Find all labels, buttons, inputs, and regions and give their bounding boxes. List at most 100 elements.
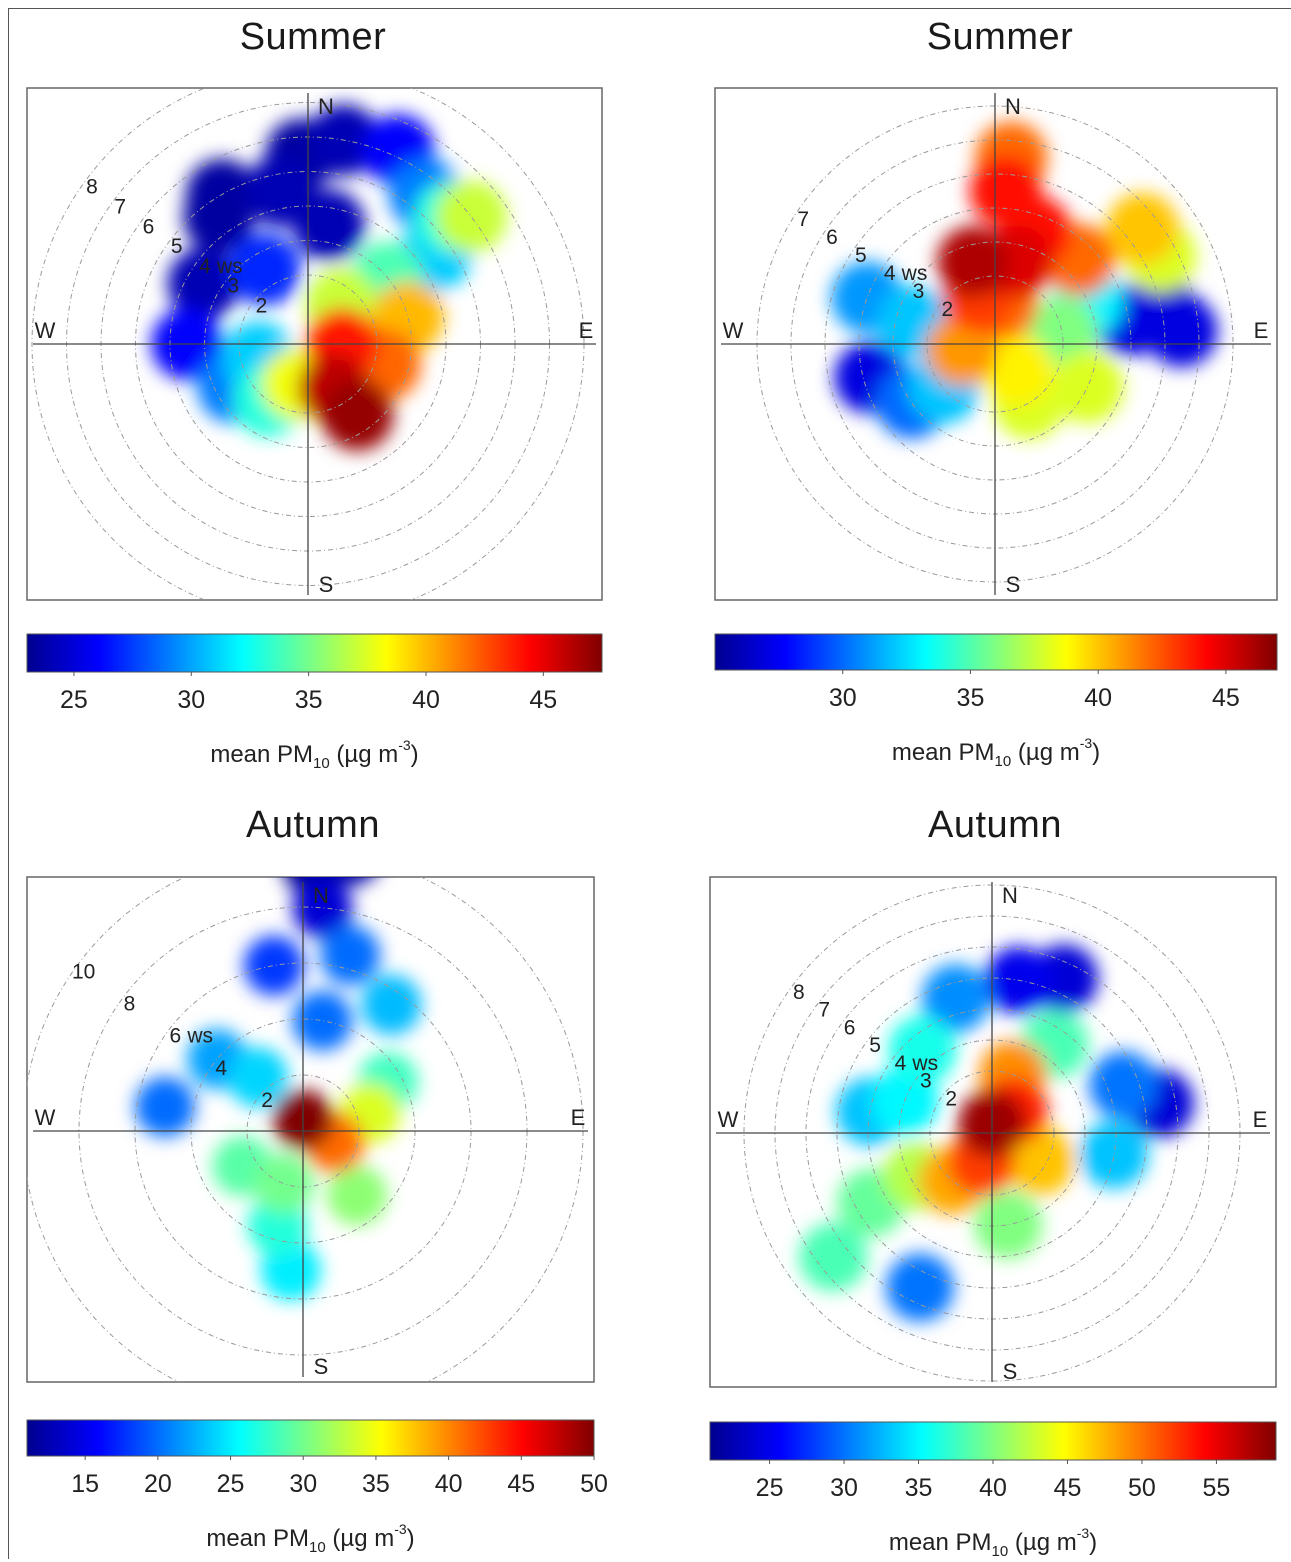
ws-unit-label: ws — [911, 1052, 938, 1075]
colorbar-tick-label: 30 — [830, 1474, 858, 1502]
data-blob — [974, 1190, 1043, 1259]
concentration-surface — [151, 104, 508, 451]
data-blob — [435, 180, 508, 253]
colorbar-tick-label: 50 — [1128, 1474, 1156, 1502]
ring-label: 4 — [215, 1057, 227, 1080]
compass-label-w: W — [718, 1107, 739, 1132]
colorbar-tick-label: 35 — [957, 684, 985, 712]
data-blob — [167, 247, 240, 320]
data-blob — [1106, 192, 1179, 265]
compass-label-e: E — [1253, 1107, 1268, 1132]
colorbar-tick-label: 30 — [829, 684, 857, 712]
plot-area — [31, 88, 585, 600]
colorbar — [714, 633, 1278, 671]
colorbar-tick-label: 40 — [1084, 684, 1112, 712]
data-blob — [888, 1015, 957, 1084]
data-blob — [228, 1047, 289, 1108]
colorbar-tick-label: 20 — [144, 1470, 172, 1498]
colorbar-tick-label: 40 — [435, 1470, 463, 1498]
data-blob — [243, 935, 304, 996]
ws-unit-label: ws — [901, 262, 928, 285]
compass-label-e: E — [571, 1105, 586, 1130]
ring-label: 8 — [86, 176, 98, 199]
concentration-surface — [831, 121, 1218, 439]
compass-label-s: S — [1006, 572, 1021, 597]
data-blob — [292, 990, 353, 1051]
ring-label: 8 — [124, 993, 136, 1016]
data-blob — [937, 225, 1010, 298]
ring-label: 6 — [170, 1025, 182, 1048]
colorbar-label: mean PM10 (µg m-3) — [210, 737, 418, 772]
plot-box — [26, 876, 595, 1383]
ring-label: 6 — [143, 215, 155, 238]
data-blob — [330, 877, 373, 886]
compass-label-e: E — [1254, 318, 1269, 343]
compass-label-w: W — [723, 318, 744, 343]
colorbar-tick-label: 50 — [580, 1470, 608, 1498]
colorbar — [26, 1419, 595, 1457]
compass-label-e: E — [579, 318, 594, 343]
compass-label-s: S — [314, 1354, 329, 1379]
colorbar-tick-label: 45 — [1212, 684, 1240, 712]
ring-label: 2 — [261, 1089, 273, 1112]
ring-label: 5 — [171, 235, 183, 258]
data-blob — [969, 155, 1042, 228]
ring-label: 5 — [855, 244, 867, 267]
data-blob — [921, 964, 990, 1033]
ring-label: 4 — [895, 1052, 907, 1075]
ring-label: 8 — [793, 981, 805, 1004]
data-blob — [228, 233, 301, 306]
colorbar-tick-label: 45 — [529, 686, 557, 714]
ring-label: 6 — [826, 226, 838, 249]
colorbar-tick-label: 15 — [71, 1470, 99, 1498]
plot-area — [756, 105, 1234, 583]
data-blob — [321, 378, 394, 451]
colorbar-tick-label: 55 — [1203, 1474, 1231, 1502]
data-blob — [1145, 294, 1218, 367]
ring-label: 2 — [941, 298, 953, 321]
compass-label-n: N — [318, 94, 334, 119]
ring-label: 7 — [797, 208, 809, 231]
data-blob — [320, 925, 381, 986]
ring-label: 3 — [913, 280, 925, 303]
colorbar-tick-label: 25 — [60, 686, 88, 714]
data-blob — [292, 877, 353, 938]
figure-border — [8, 8, 1291, 1559]
panel-title: Summer — [926, 16, 1074, 58]
colorbar-tick-label: 45 — [507, 1470, 535, 1498]
colorbar — [709, 1421, 1277, 1461]
ring-label: 6 — [844, 1016, 856, 1039]
colorbar-tick-label: 40 — [412, 686, 440, 714]
data-blob — [253, 1153, 314, 1214]
ring-label: 2 — [256, 294, 268, 317]
ws-unit-label: ws — [186, 1025, 213, 1048]
compass-label-n: N — [313, 883, 329, 908]
compass-label-s: S — [319, 572, 334, 597]
colorbar-tick-label: 45 — [1054, 1474, 1082, 1502]
data-blob — [1006, 1126, 1075, 1195]
colorbar-tick-label: 25 — [217, 1470, 245, 1498]
colorbar-tick-label: 40 — [979, 1474, 1007, 1502]
plot-area — [743, 884, 1241, 1382]
colorbar-tick-label: 35 — [905, 1474, 933, 1502]
plot-area — [27, 877, 584, 1382]
panel-autumn-1: Autumn N E S W 2 4 6 8 10 ws 15 20 25 30 35 40 45 50 mean … — [18, 782, 608, 1557]
panel-summer-1: Summer N E S W 2 3 4 5 6 7 8 ws 25 30 35 40 45 mean PM10 … — [18, 0, 608, 775]
colorbar-tick-label: 35 — [295, 686, 323, 714]
ws-unit-label: ws — [216, 255, 243, 278]
colorbar-tick-label: 25 — [756, 1474, 784, 1502]
data-blob — [1089, 1051, 1158, 1120]
data-blob — [361, 974, 422, 1035]
ring-label: 3 — [227, 275, 239, 298]
data-blob — [980, 334, 1053, 407]
data-blob — [1080, 1120, 1149, 1189]
compass-label-n: N — [1005, 94, 1021, 119]
data-blob — [245, 155, 318, 228]
colorbar — [26, 633, 603, 673]
panel-title: Autumn — [246, 804, 380, 846]
ring-label: 5 — [869, 1034, 881, 1057]
panel-title: Summer — [239, 16, 387, 58]
data-blob — [135, 1076, 196, 1137]
